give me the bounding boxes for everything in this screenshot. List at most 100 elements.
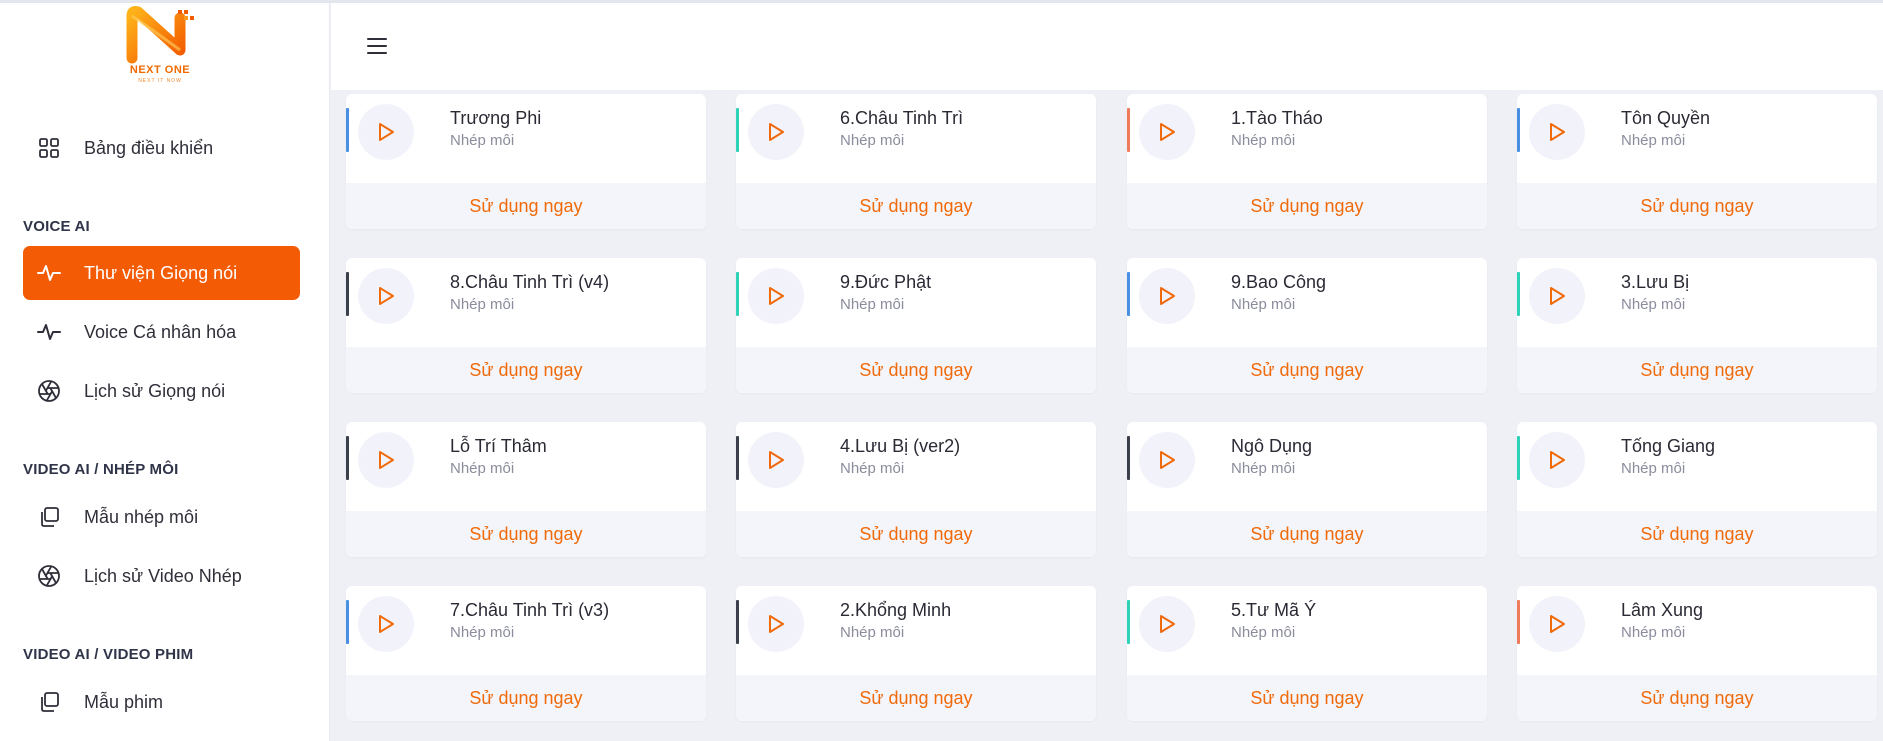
use-now-button[interactable]: Sử dụng ngay — [1127, 675, 1487, 721]
voice-name: Trương Phi — [450, 108, 542, 128]
play-button[interactable] — [358, 268, 414, 324]
nav-label: Voice Cá nhân hóa — [84, 321, 237, 342]
play-icon — [769, 287, 784, 305]
play-button[interactable] — [1529, 104, 1585, 160]
voice-card: 6.Châu Tinh Trì Nhép môi Sử dụng ngay — [736, 94, 1096, 229]
nav-label: Thư viện Giọng nói — [84, 262, 238, 283]
play-button[interactable] — [358, 596, 414, 652]
logo-tagline: NEXT IT NOW — [138, 78, 182, 84]
voice-type: Nhép môi — [1231, 460, 1296, 477]
voice-name: Tôn Quyền — [1621, 108, 1711, 128]
voice-name: Lỗ Trí Thâm — [450, 436, 547, 456]
play-icon — [769, 615, 784, 633]
voice-type: Nhép môi — [1621, 296, 1686, 313]
voice-card: 4.Lưu Bị (ver2) Nhép môi Sử dụng ngay — [736, 422, 1096, 557]
voice-name: 1.Tào Tháo — [1231, 108, 1323, 128]
nav-label: Mẫu nhép môi — [84, 506, 199, 527]
play-button[interactable] — [358, 432, 414, 488]
nav-voice-history[interactable]: Lịch sử Giọng nói — [23, 364, 300, 418]
play-button[interactable] — [1529, 432, 1585, 488]
play-icon — [1550, 451, 1565, 469]
play-icon — [769, 123, 784, 141]
aperture-icon — [36, 378, 62, 404]
use-now-button[interactable]: Sử dụng ngay — [346, 183, 706, 229]
play-button[interactable] — [748, 268, 804, 324]
use-now-button[interactable]: Sử dụng ngay — [1127, 183, 1487, 229]
nav-film-templates[interactable]: Mẫu phim — [23, 675, 300, 729]
card-accent-bar — [736, 600, 739, 644]
voice-card: 8.Châu Tinh Trì (v4) Nhép môi Sử dụng ngay — [346, 258, 706, 393]
voice-card-grid: Trương Phi Nhép môi Sử dụng ngay 6.Châu Tin… — [346, 94, 1883, 741]
voice-type: Nhép môi — [840, 132, 905, 149]
play-button[interactable] — [748, 104, 804, 160]
voice-type: Nhép môi — [1621, 460, 1686, 477]
voice-card: 2.Khổng Minh Nhép môi Sử dụng ngay — [736, 586, 1096, 721]
nav-lipsync-history[interactable]: Lịch sử Video Nhép — [23, 549, 300, 603]
nav-lipsync-templates[interactable]: Mẫu nhép môi — [23, 490, 300, 544]
nav-label: Lịch sử Giọng nói — [84, 380, 226, 401]
nav-voice-library[interactable]: Thư viện Giọng nói — [23, 246, 300, 300]
voice-type: Nhép môi — [1231, 624, 1296, 641]
use-now-button[interactable]: Sử dụng ngay — [1127, 347, 1487, 393]
use-now-button[interactable]: Sử dụng ngay — [736, 183, 1096, 229]
voice-name: 5.Tư Mã Ý — [1231, 600, 1317, 620]
voice-card: Lỗ Trí Thâm Nhép môi Sử dụng ngay — [346, 422, 706, 557]
card-accent-bar — [736, 272, 739, 316]
voice-type: Nhép môi — [450, 460, 515, 477]
play-button[interactable] — [1529, 268, 1585, 324]
use-now-button[interactable]: Sử dụng ngay — [736, 675, 1096, 721]
card-accent-bar — [346, 600, 349, 644]
play-button[interactable] — [1529, 596, 1585, 652]
play-icon — [379, 615, 394, 633]
play-button[interactable] — [748, 596, 804, 652]
card-accent-bar — [1127, 108, 1130, 152]
play-icon — [1160, 451, 1175, 469]
voice-name: Ngô Dụng — [1231, 436, 1313, 456]
play-button[interactable] — [358, 104, 414, 160]
use-now-button[interactable]: Sử dụng ngay — [736, 511, 1096, 557]
card-accent-bar — [1127, 436, 1130, 480]
top-border — [0, 0, 1883, 3]
voice-card: Trương Phi Nhép môi Sử dụng ngay — [346, 94, 706, 229]
logo-mark-icon — [126, 6, 194, 64]
voice-type: Nhép môi — [1621, 132, 1686, 149]
logo-text: NEXT ONE — [129, 64, 191, 76]
card-accent-bar — [1517, 272, 1520, 316]
use-now-button[interactable]: Sử dụng ngay — [736, 347, 1096, 393]
hamburger-icon[interactable] — [367, 36, 389, 56]
play-icon — [1160, 287, 1175, 305]
voice-type: Nhép môi — [840, 296, 905, 313]
voice-name: 4.Lưu Bị (ver2) — [840, 436, 961, 456]
play-icon — [379, 451, 394, 469]
use-now-button[interactable]: Sử dụng ngay — [346, 511, 706, 557]
use-now-button[interactable]: Sử dụng ngay — [1517, 347, 1877, 393]
use-now-button[interactable]: Sử dụng ngay — [1127, 511, 1487, 557]
use-now-button[interactable]: Sử dụng ngay — [1517, 511, 1877, 557]
waveform-icon — [36, 319, 62, 345]
voice-type: Nhép môi — [450, 296, 515, 313]
waveform-icon — [36, 260, 62, 286]
play-button[interactable] — [748, 432, 804, 488]
voice-card: 3.Lưu Bị Nhép môi Sử dụng ngay — [1517, 258, 1877, 393]
play-button[interactable] — [1139, 268, 1195, 324]
copy-icon — [36, 689, 62, 715]
voice-name: 8.Châu Tinh Trì (v4) — [450, 272, 610, 292]
play-button[interactable] — [1139, 104, 1195, 160]
use-now-button[interactable]: Sử dụng ngay — [346, 347, 706, 393]
use-now-button[interactable]: Sử dụng ngay — [346, 675, 706, 721]
card-accent-bar — [346, 108, 349, 152]
play-button[interactable] — [1139, 432, 1195, 488]
voice-name: Tống Giang — [1621, 436, 1716, 456]
nav-voice-personalize[interactable]: Voice Cá nhân hóa — [23, 305, 300, 359]
use-now-button[interactable]: Sử dụng ngay — [1517, 183, 1877, 229]
voice-card: Ngô Dụng Nhép môi Sử dụng ngay — [1127, 422, 1487, 557]
use-now-button[interactable]: Sử dụng ngay — [1517, 675, 1877, 721]
voice-card: 9.Đức Phật Nhép môi Sử dụng ngay — [736, 258, 1096, 393]
next-one-logo[interactable]: NEXT ONE NEXT IT NOW — [110, 6, 210, 86]
play-button[interactable] — [1139, 596, 1195, 652]
card-accent-bar — [346, 436, 349, 480]
card-accent-bar — [1517, 600, 1520, 644]
section-title-voice-ai: VOICE AI — [23, 218, 90, 235]
nav-label: Lịch sử Video Nhép — [84, 565, 242, 586]
nav-dashboard[interactable]: Bảng điều khiển — [23, 121, 300, 175]
